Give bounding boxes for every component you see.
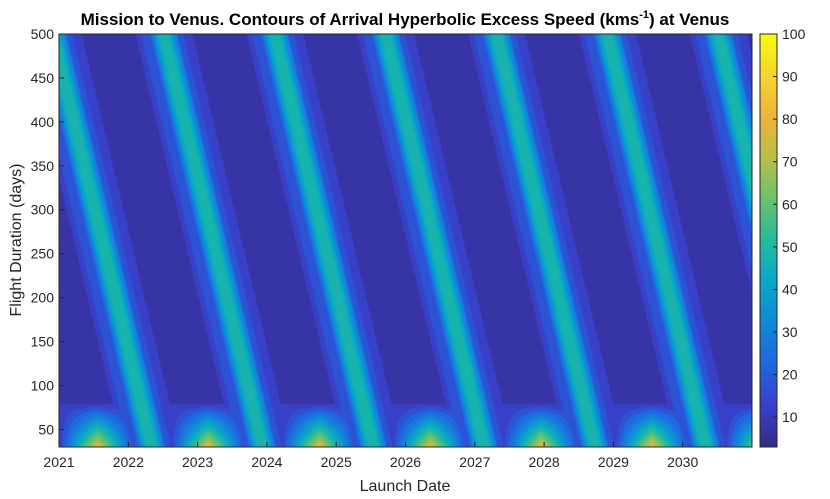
chart-title-superscript: -1	[639, 9, 649, 21]
plot-area	[58, 33, 753, 448]
colorbar-tick-label: 60	[782, 196, 798, 212]
chart-title-tail: ) at Venus	[649, 10, 729, 29]
x-tick-label: 2028	[529, 454, 560, 470]
x-tick-label: 2022	[113, 454, 144, 470]
x-tick-label: 2030	[667, 454, 698, 470]
colorbar-tick-label: 10	[782, 409, 798, 425]
colorbar-tick-label: 20	[782, 367, 798, 383]
chart-title: Mission to Venus. Contours of Arrival Hy…	[81, 9, 730, 29]
colorbar: 10 20 30 40 50 60 70 80 90 100	[759, 26, 806, 448]
x-axis-label: Launch Date	[360, 478, 451, 495]
x-tick-label: 2021	[43, 454, 74, 470]
y-tick-label: 50	[38, 421, 54, 437]
y-tick-label: 250	[31, 246, 55, 262]
colorbar-tick-label: 40	[782, 281, 798, 297]
y-tick-label: 450	[31, 70, 55, 86]
x-tick-label: 2025	[321, 454, 352, 470]
colorbar-tick-label: 80	[782, 111, 798, 127]
y-tick-label: 350	[31, 158, 55, 174]
colorbar-tick-label: 30	[782, 324, 798, 340]
x-tick-label: 2024	[251, 454, 282, 470]
y-tick-label: 200	[31, 290, 55, 306]
y-tick-label: 500	[31, 26, 55, 42]
colorbar-tick-label: 50	[782, 239, 798, 255]
colorbar-tick-label: 100	[782, 26, 806, 42]
y-tick-label: 150	[31, 334, 55, 350]
x-tick-label: 2029	[598, 454, 629, 470]
colorbar-tick-label: 70	[782, 154, 798, 170]
y-tick-label: 300	[31, 202, 55, 218]
colorbar-gradient	[759, 33, 778, 448]
x-tick-label: 2023	[182, 454, 213, 470]
x-tick-label: 2027	[459, 454, 490, 470]
y-tick-label: 400	[31, 114, 55, 130]
heatmap-image	[59, 34, 752, 447]
colorbar-ticks: 10 20 30 40 50 60 70 80 90 100	[773, 26, 806, 425]
x-axis-ticks: 2021 2022 2023 2024 2025 2026 2027 2028 2029 2030	[43, 442, 698, 470]
colorbar-tick-label: 90	[782, 69, 798, 85]
y-tick-label: 100	[31, 377, 55, 393]
y-axis-label: Flight Duration (days)	[8, 164, 25, 317]
x-tick-label: 2026	[390, 454, 421, 470]
y-axis-ticks: 50 100 150 200 250 300 350 400 450 500	[31, 26, 64, 437]
